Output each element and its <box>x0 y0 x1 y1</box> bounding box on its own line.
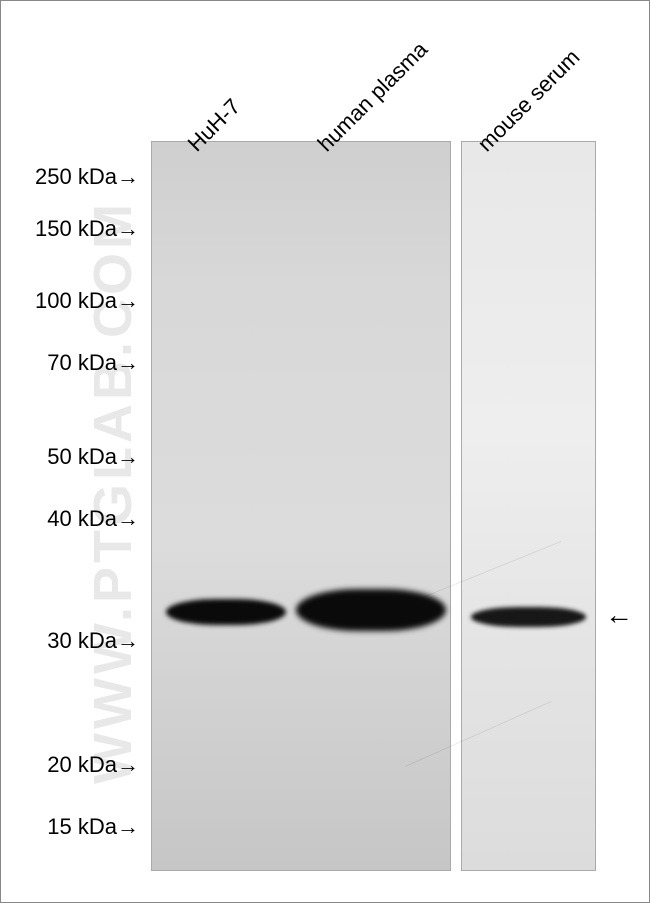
mw-marker-label: 100 kDa→ <box>35 288 139 314</box>
mw-marker-label: 70 kDa→ <box>47 350 139 376</box>
mw-marker-label: 15 kDa→ <box>47 814 139 840</box>
lane-label: human plasma <box>313 37 433 157</box>
protein-band <box>471 607 586 627</box>
mw-marker-label: 40 kDa→ <box>47 506 139 532</box>
blot-membrane <box>461 141 596 871</box>
band-pointer-arrow: ← <box>605 599 633 631</box>
mw-marker-label: 20 kDa→ <box>47 752 139 778</box>
blot-membrane <box>151 141 451 871</box>
mw-marker-label: 30 kDa→ <box>47 628 139 654</box>
blot-figure: WWW.PTGLAB.COM 250 kDa→150 kDa→100 kDa→7… <box>0 0 650 903</box>
mw-marker-label: 250 kDa→ <box>35 164 139 190</box>
mw-marker-label: 50 kDa→ <box>47 444 139 470</box>
mw-marker-label: 150 kDa→ <box>35 216 139 242</box>
protein-band <box>166 599 286 625</box>
